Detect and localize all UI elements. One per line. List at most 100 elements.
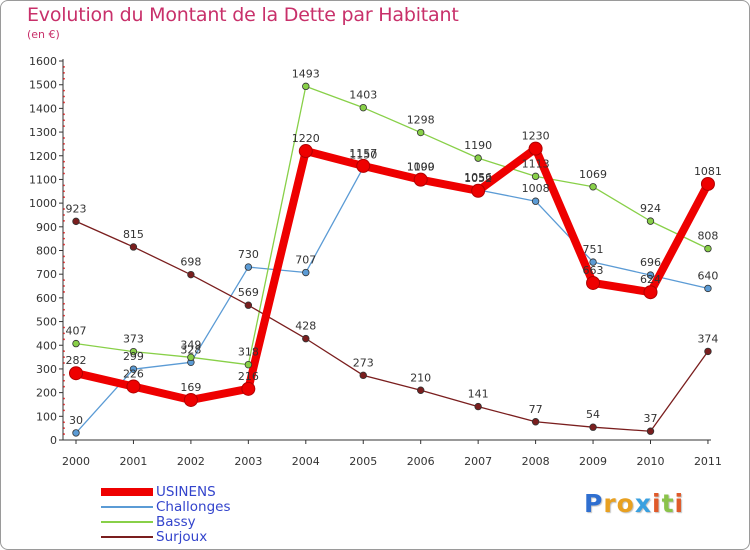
y-minor-tick <box>63 71 65 74</box>
data-label-bassy: 1113 <box>522 157 550 170</box>
y-minor-tick <box>63 113 65 116</box>
y-tick-label: 0 <box>50 434 57 447</box>
y-minor-tick <box>63 255 65 258</box>
legend-swatch-usinens <box>101 488 153 496</box>
x-tick-label: 2005 <box>349 455 377 468</box>
data-point-usinens <box>126 379 141 394</box>
data-label-usinens: 216 <box>238 370 259 383</box>
y-minor-tick <box>63 279 65 282</box>
data-label-usinens: 1052 <box>464 172 492 185</box>
data-label-surjoux: 923 <box>66 202 87 215</box>
data-label-usinens: 1220 <box>292 132 320 145</box>
data-label-challonges: 1100 <box>407 160 435 173</box>
data-label-bassy: 1298 <box>407 114 435 127</box>
data-point-bassy <box>302 82 310 91</box>
data-point-surjoux <box>417 386 425 394</box>
legend-label-bassy: Bassy <box>156 514 196 530</box>
legend-item-usinens: USINENS <box>101 485 361 500</box>
y-minor-tick <box>63 267 65 270</box>
data-label-bassy: 1403 <box>349 89 377 102</box>
y-minor-tick <box>63 332 65 335</box>
proxiti-logo: Proxiti <box>584 489 684 518</box>
legend-item-surjoux: Surjoux <box>101 530 361 545</box>
data-label-surjoux: 273 <box>353 356 374 369</box>
data-label-bassy: 924 <box>640 202 661 215</box>
y-minor-tick <box>63 385 65 388</box>
y-minor-tick <box>63 190 65 193</box>
data-point-surjoux <box>187 270 195 279</box>
y-minor-tick <box>63 66 65 68</box>
y-minor-tick <box>63 237 65 240</box>
y-minor-tick <box>63 314 65 317</box>
legend-label-challonges: Challonges <box>156 499 231 515</box>
data-point-usinens <box>298 144 313 159</box>
data-point-bassy <box>72 339 80 348</box>
data-label-challonges: 730 <box>238 248 259 261</box>
data-label-challonges: 328 <box>180 343 201 356</box>
data-point-bassy <box>474 154 482 162</box>
y-minor-tick <box>63 243 65 246</box>
y-tick-label: 300 <box>36 363 57 376</box>
y-minor-tick <box>63 409 65 412</box>
y-minor-tick <box>63 184 65 187</box>
x-tick-label: 2004 <box>292 455 320 468</box>
legend-swatch-surjoux <box>101 536 153 538</box>
chart-legend: USINENS Challonges Bassy Surjoux <box>101 485 361 545</box>
y-minor-tick <box>63 231 65 234</box>
data-labels: 30 299 328 730 707 1150 1100 1056 1008 751 696 640 4… <box>66 67 722 427</box>
data-point-surjoux <box>589 423 597 431</box>
data-point-bassy <box>244 360 253 369</box>
y-minor-tick <box>63 172 65 175</box>
x-tick-label: 2007 <box>464 455 492 468</box>
y-minor-tick <box>63 160 65 163</box>
x-tick-label: 2006 <box>407 455 435 468</box>
y-minor-tick <box>63 397 65 400</box>
data-label-bassy: 318 <box>238 346 259 359</box>
y-minor-tick <box>63 427 65 430</box>
data-point-surjoux <box>531 418 540 426</box>
y-minor-tick <box>63 119 65 122</box>
y-tick-label: 400 <box>36 339 57 352</box>
data-point-bassy <box>589 183 597 191</box>
legend-item-bassy: Bassy <box>101 515 361 530</box>
data-point-bassy <box>359 103 367 112</box>
y-minor-tick <box>63 214 65 216</box>
y-minor-tick <box>63 421 65 424</box>
data-point-usinens <box>586 275 601 290</box>
data-label-usinens: 169 <box>180 381 201 394</box>
series-line-usinens <box>72 144 712 404</box>
y-minor-tick <box>63 433 65 435</box>
data-label-surjoux: 374 <box>697 332 718 345</box>
data-point-surjoux <box>302 334 310 343</box>
data-point-bassy <box>531 172 540 181</box>
y-minor-tick <box>63 379 65 382</box>
data-label-challonges: 751 <box>583 243 604 256</box>
y-tick-label: 1600 <box>29 55 57 68</box>
y-minor-tick <box>63 338 65 341</box>
series-line-surjoux <box>75 220 709 432</box>
logo-letter: o <box>616 489 635 518</box>
series-points <box>69 82 715 437</box>
series-lines <box>72 85 712 434</box>
data-point-surjoux <box>646 427 655 435</box>
data-point-challonges <box>646 271 655 279</box>
y-tick-label: 1400 <box>29 102 57 115</box>
data-label-surjoux: 54 <box>586 408 600 421</box>
data-point-usinens <box>528 141 543 156</box>
y-minor-tick <box>63 356 65 358</box>
legend-swatch-bassy <box>101 521 153 523</box>
y-minor-tick <box>63 362 65 364</box>
y-minor-tick <box>63 208 65 210</box>
x-tick-label: 2001 <box>119 455 147 468</box>
y-tick-label: 600 <box>36 292 57 305</box>
legend-item-challonges: Challonges <box>101 500 361 515</box>
data-point-challonges <box>531 197 540 205</box>
data-label-usinens: 282 <box>66 354 87 367</box>
data-point-usinens <box>413 172 428 187</box>
x-tick-label: 2010 <box>637 455 665 468</box>
data-label-challonges: 696 <box>640 256 661 269</box>
data-label-usinens: 1157 <box>349 147 377 160</box>
data-point-surjoux <box>704 347 712 356</box>
data-label-surjoux: 141 <box>468 388 489 401</box>
